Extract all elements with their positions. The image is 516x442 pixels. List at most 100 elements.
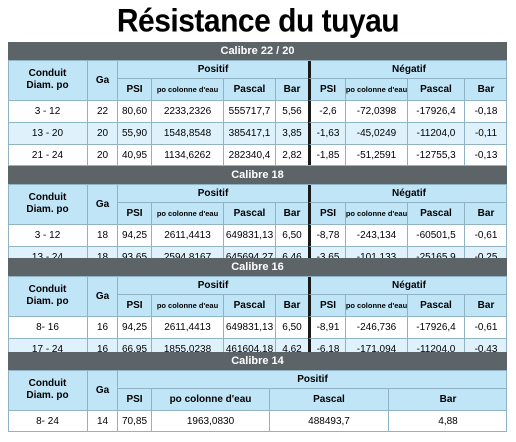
ga-cell: 20: [87, 144, 117, 166]
table-row: 21 - 24 20 40,95 1134,6262 282340,4 2,82 -1,85…: [8, 144, 507, 166]
pascal-header: Pascal: [223, 202, 275, 224]
pascal-header: Pascal: [223, 78, 275, 100]
diam-cell: 3 - 12: [8, 100, 87, 122]
diam-cell: 3 - 12: [8, 224, 87, 246]
positif-psi-cell: 94,25: [117, 224, 151, 246]
pascal-header: Pascal: [407, 78, 464, 100]
psi-header: PSI: [308, 294, 345, 316]
psi-header: PSI: [117, 294, 151, 316]
negatif-bar-cell: -0,61: [464, 224, 507, 246]
positif-pascal-cell: 649831,13: [223, 316, 275, 338]
negatif-psi-cell: -1,63: [308, 122, 345, 144]
positif-bar-cell: 6,50: [275, 224, 308, 246]
diam-cell: 21 - 24: [8, 144, 87, 166]
negatif-psi-cell: -8,78: [308, 224, 345, 246]
positif-bar-cell: 2,82: [275, 144, 308, 166]
negatif-psi-cell: -2,6: [308, 100, 345, 122]
conduit-header-line1: Conduit: [28, 284, 67, 295]
psi-header: PSI: [117, 388, 151, 410]
psi-header: PSI: [308, 78, 345, 100]
bar-header: Bar: [275, 202, 308, 224]
po-colonne-header: po colonne d'eau: [345, 78, 407, 100]
negatif-pascal-cell: -17926,4: [407, 100, 464, 122]
psi-header: PSI: [117, 78, 151, 100]
positif-header: Positif: [117, 370, 507, 388]
conduit-header: Conduit Diam. po: [8, 184, 87, 224]
negatif-bar-cell: -0,13: [464, 144, 507, 166]
negatif-pascal-cell: -12755,3: [407, 144, 464, 166]
negatif-po-colonne-cell: -45,0249: [345, 122, 407, 144]
table-row: 8- 16 16 94,25 2611,4413 649831,13 6,50 -8,91-…: [8, 316, 507, 338]
page-title: Résistance du tuyau: [116, 3, 400, 40]
bar-header: Bar: [464, 78, 507, 100]
negatif-psi-cell: -1,85: [308, 144, 345, 166]
ga-cell: 18: [87, 224, 117, 246]
positif-po-colonne-cell: 1134,6262: [151, 144, 223, 166]
negatif-bar-cell: -0,11: [464, 122, 507, 144]
positif-psi-cell: 80,60: [117, 100, 151, 122]
bar-header: Bar: [275, 294, 308, 316]
negatif-po-colonne-cell: -72,0398: [345, 100, 407, 122]
conduit-header-line2: Diam. po: [26, 390, 69, 401]
conduit-header-line1: Conduit: [28, 378, 67, 389]
bar-header: Bar: [275, 78, 308, 100]
ga-cell: 16: [87, 316, 117, 338]
negatif-pascal-cell: -11204,0: [407, 122, 464, 144]
negatif-po-colonne-cell: -51,2591: [345, 144, 407, 166]
negatif-pascal-cell: -60501,5: [407, 224, 464, 246]
ga-header: Ga: [87, 276, 117, 316]
calibre-title: Calibre 18: [8, 166, 507, 184]
pascal-header: Pascal: [407, 202, 464, 224]
positif-pascal-cell: 282340,4: [223, 144, 275, 166]
ga-header: Ga: [87, 60, 117, 100]
conduit-header-line2: Diam. po: [26, 296, 69, 307]
bar-header: Bar: [464, 294, 507, 316]
conduit-header-line1: Conduit: [28, 192, 67, 203]
negatif-pascal-cell: -17926,4: [407, 316, 464, 338]
negatif-bar-cell: -0,61: [464, 316, 507, 338]
negatif-po-colonne-cell: -246,736: [345, 316, 407, 338]
calibre-title: Calibre 14: [8, 352, 507, 370]
negatif-header: Négatif: [308, 276, 507, 294]
ga-header: Ga: [87, 370, 117, 410]
positif-bar-cell: 4,88: [388, 410, 507, 432]
negatif-bar-cell: -0,18: [464, 100, 507, 122]
positif-psi-cell: 70,85: [117, 410, 151, 432]
positif-header: Positif: [117, 60, 308, 78]
conduit-header: Conduit Diam. po: [8, 60, 87, 100]
positif-bar-cell: 6,50: [275, 316, 308, 338]
table-row: 8- 24 14 70,85 1963,0830 488493,7 4,88: [8, 410, 507, 432]
positif-po-colonne-cell: 2611,4413: [151, 316, 223, 338]
conduit-header-line2: Diam. po: [26, 80, 69, 91]
positif-psi-cell: 94,25: [117, 316, 151, 338]
ga-header: Ga: [87, 184, 117, 224]
positif-header: Positif: [117, 184, 308, 202]
positif-bar-cell: 5,56: [275, 100, 308, 122]
positif-pascal-cell: 555717,7: [223, 100, 275, 122]
diam-cell: 13 - 20: [8, 122, 87, 144]
po-colonne-header: po colonne d'eau: [151, 78, 223, 100]
pascal-header: Pascal: [269, 388, 388, 410]
po-colonne-header: po colonne d'eau: [345, 202, 407, 224]
po-colonne-header: po colonne d'eau: [151, 202, 223, 224]
positif-pascal-cell: 649831,13: [223, 224, 275, 246]
conduit-header: Conduit Diam. po: [8, 370, 87, 410]
positif-psi-cell: 40,95: [117, 144, 151, 166]
negatif-psi-cell: -8,91: [308, 316, 345, 338]
conduit-header-line2: Diam. po: [26, 204, 69, 215]
psi-header: PSI: [308, 202, 345, 224]
positif-pascal-cell: 385417,1: [223, 122, 275, 144]
po-colonne-header: po colonne d'eau: [151, 294, 223, 316]
positif-pascal-cell: 488493,7: [269, 410, 388, 432]
table-row: 13 - 20 20 55,90 1548,8548 385417,1 3,85 -1,63…: [8, 122, 507, 144]
ga-cell: 20: [87, 122, 117, 144]
conduit-header-line1: Conduit: [28, 68, 67, 79]
positif-bar-cell: 3,85: [275, 122, 308, 144]
diam-cell: 8- 24: [8, 410, 87, 432]
pascal-header: Pascal: [223, 294, 275, 316]
calibre-title: Calibre 22 / 20: [8, 42, 507, 60]
calibre-title: Calibre 16: [8, 258, 507, 276]
positif-po-colonne-cell: 1548,8548: [151, 122, 223, 144]
table-row: 3 - 12 22 80,60 2233,2326 555717,7 5,56 -2,6 -7…: [8, 100, 507, 122]
po-colonne-header: po colonne d'eau: [345, 294, 407, 316]
